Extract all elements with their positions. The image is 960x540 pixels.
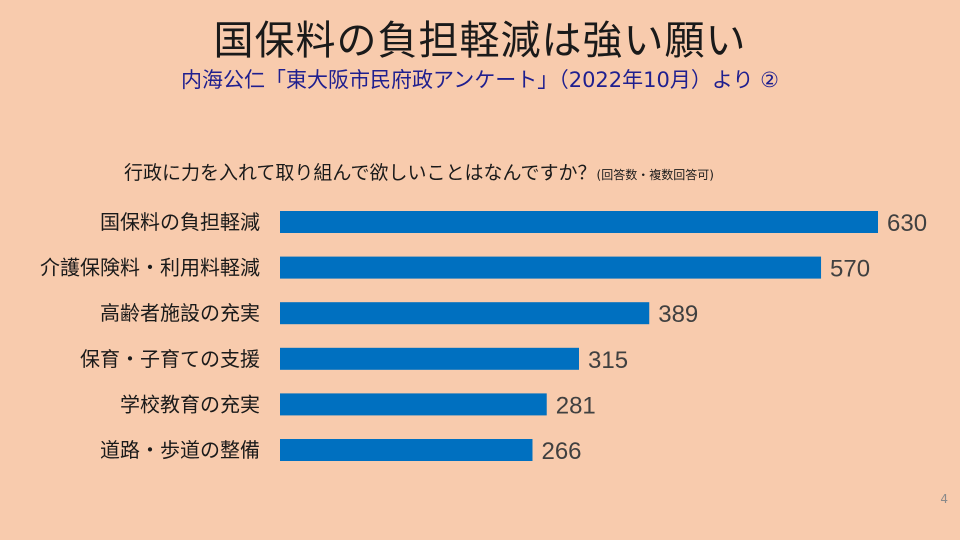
chart-title-note: (回答数・複数回答可) — [596, 168, 714, 182]
data-label: 630 — [887, 210, 927, 237]
category-label: 学校教育の充実 — [120, 392, 260, 416]
data-label: 389 — [658, 301, 698, 328]
category-label: 高齢者施設の充実 — [100, 301, 260, 325]
data-label: 281 — [556, 392, 596, 419]
slide-title: 国保料の負担軽減は強い願い — [213, 18, 747, 64]
page-number: 4 — [940, 492, 948, 506]
data-label: 570 — [830, 256, 870, 283]
chart-title-text: 行政に力を入れて取り組んで欲しいことはなんですか？ — [124, 162, 597, 184]
data-label: 266 — [541, 438, 581, 465]
chart-title: 行政に力を入れて取り組んで欲しいことはなんですか？(回答数・複数回答可) — [124, 158, 884, 185]
category-label: 介護保険料・利用料軽減 — [40, 256, 260, 280]
bar — [280, 393, 547, 416]
category-label: 保育・子育ての支援 — [80, 347, 260, 371]
category-label: 国保料の負担軽減 — [100, 210, 260, 234]
slide-subtitle: 内海公仁「東大阪市民府政アンケート」（2022年10月）より ② — [181, 68, 779, 92]
data-label: 315 — [588, 347, 628, 374]
bar — [280, 302, 650, 325]
bar — [280, 256, 822, 279]
bar — [280, 211, 878, 233]
category-label: 道路・歩道の整備 — [100, 438, 260, 462]
bar — [280, 347, 579, 370]
bar — [280, 439, 533, 461]
